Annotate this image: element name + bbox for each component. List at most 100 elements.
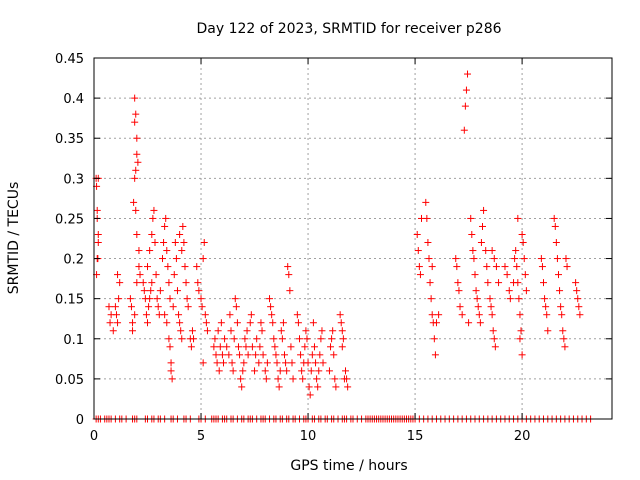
data-point [285, 271, 293, 279]
data-point [187, 343, 195, 351]
data-point [173, 287, 181, 295]
data-point [312, 359, 320, 367]
data-point [213, 359, 221, 367]
data-point [416, 271, 424, 279]
data-point [306, 391, 314, 399]
data-point [148, 279, 156, 287]
data-point [238, 383, 246, 391]
data-point [338, 343, 346, 351]
data-point [133, 134, 141, 142]
data-point [271, 343, 279, 351]
data-point [480, 206, 488, 214]
data-point [307, 367, 315, 375]
data-point [506, 295, 514, 303]
data-point [248, 343, 256, 351]
y-tick-label: 0.05 [55, 373, 84, 388]
data-point [479, 222, 486, 230]
data-point [432, 319, 440, 327]
data-point [133, 230, 141, 238]
data-point [158, 255, 166, 263]
data-point [468, 230, 476, 238]
data-point [325, 367, 333, 375]
data-point [217, 319, 225, 327]
data-point [270, 335, 278, 343]
data-point [194, 279, 202, 287]
data-point [553, 255, 561, 263]
data-point [467, 214, 475, 222]
data-point [328, 335, 336, 343]
data-point [331, 375, 339, 383]
data-point [135, 247, 143, 255]
data-point [255, 359, 263, 367]
data-point [503, 271, 511, 279]
data-point [298, 367, 306, 375]
data-point [142, 311, 150, 319]
data-point [242, 343, 250, 351]
data-point [160, 239, 168, 247]
data-point [134, 158, 142, 166]
data-point [422, 198, 430, 206]
y-tick-label: 0.35 [55, 132, 84, 147]
data-point [522, 287, 530, 295]
data-point [195, 287, 203, 295]
data-point [132, 110, 140, 118]
data-point [427, 295, 435, 303]
data-point [166, 343, 174, 351]
data-point [472, 287, 480, 295]
data-point [519, 239, 527, 247]
y-tick-label: 0.2 [63, 253, 84, 268]
x-tick-label: 10 [300, 429, 317, 444]
data-point [517, 327, 525, 335]
data-point [176, 319, 184, 327]
data-point [153, 295, 161, 303]
data-point [199, 255, 207, 263]
data-point [492, 263, 500, 271]
data-point [458, 311, 466, 319]
data-point [229, 367, 237, 375]
data-point [489, 327, 497, 335]
data-point [279, 319, 287, 327]
data-point [511, 255, 519, 263]
data-point [304, 359, 312, 367]
data-point [151, 239, 159, 247]
data-point [491, 343, 499, 351]
data-point [471, 271, 479, 279]
data-point [156, 287, 164, 295]
data-point [424, 239, 432, 247]
data-point [337, 319, 345, 327]
data-point [243, 327, 251, 335]
data-point [144, 319, 152, 327]
data-point [139, 279, 147, 287]
data-point [261, 367, 269, 375]
data-point [131, 174, 139, 182]
y-tick-label: 0 [76, 413, 84, 428]
data-point [190, 335, 198, 343]
data-point [114, 319, 122, 327]
data-point [105, 303, 113, 311]
data-point [490, 335, 498, 343]
data-point [184, 303, 192, 311]
data-point [131, 118, 139, 126]
data-point [181, 263, 189, 271]
data-point [521, 271, 529, 279]
data-point [327, 343, 335, 351]
data-point [474, 303, 482, 311]
data-point [162, 214, 170, 222]
x-axis-label: GPS time / hours [290, 458, 407, 474]
data-point [313, 375, 321, 383]
data-point [246, 319, 254, 327]
data-point [431, 351, 439, 359]
data-point [426, 279, 434, 287]
data-point [251, 367, 259, 375]
data-point [148, 230, 156, 238]
data-point [550, 214, 558, 222]
data-point [284, 263, 292, 271]
plot-frame [93, 57, 613, 420]
data-point [230, 335, 238, 343]
data-point [258, 327, 266, 335]
data-point [228, 359, 236, 367]
data-point [488, 247, 496, 255]
data-point [295, 335, 303, 343]
data-point [278, 335, 286, 343]
